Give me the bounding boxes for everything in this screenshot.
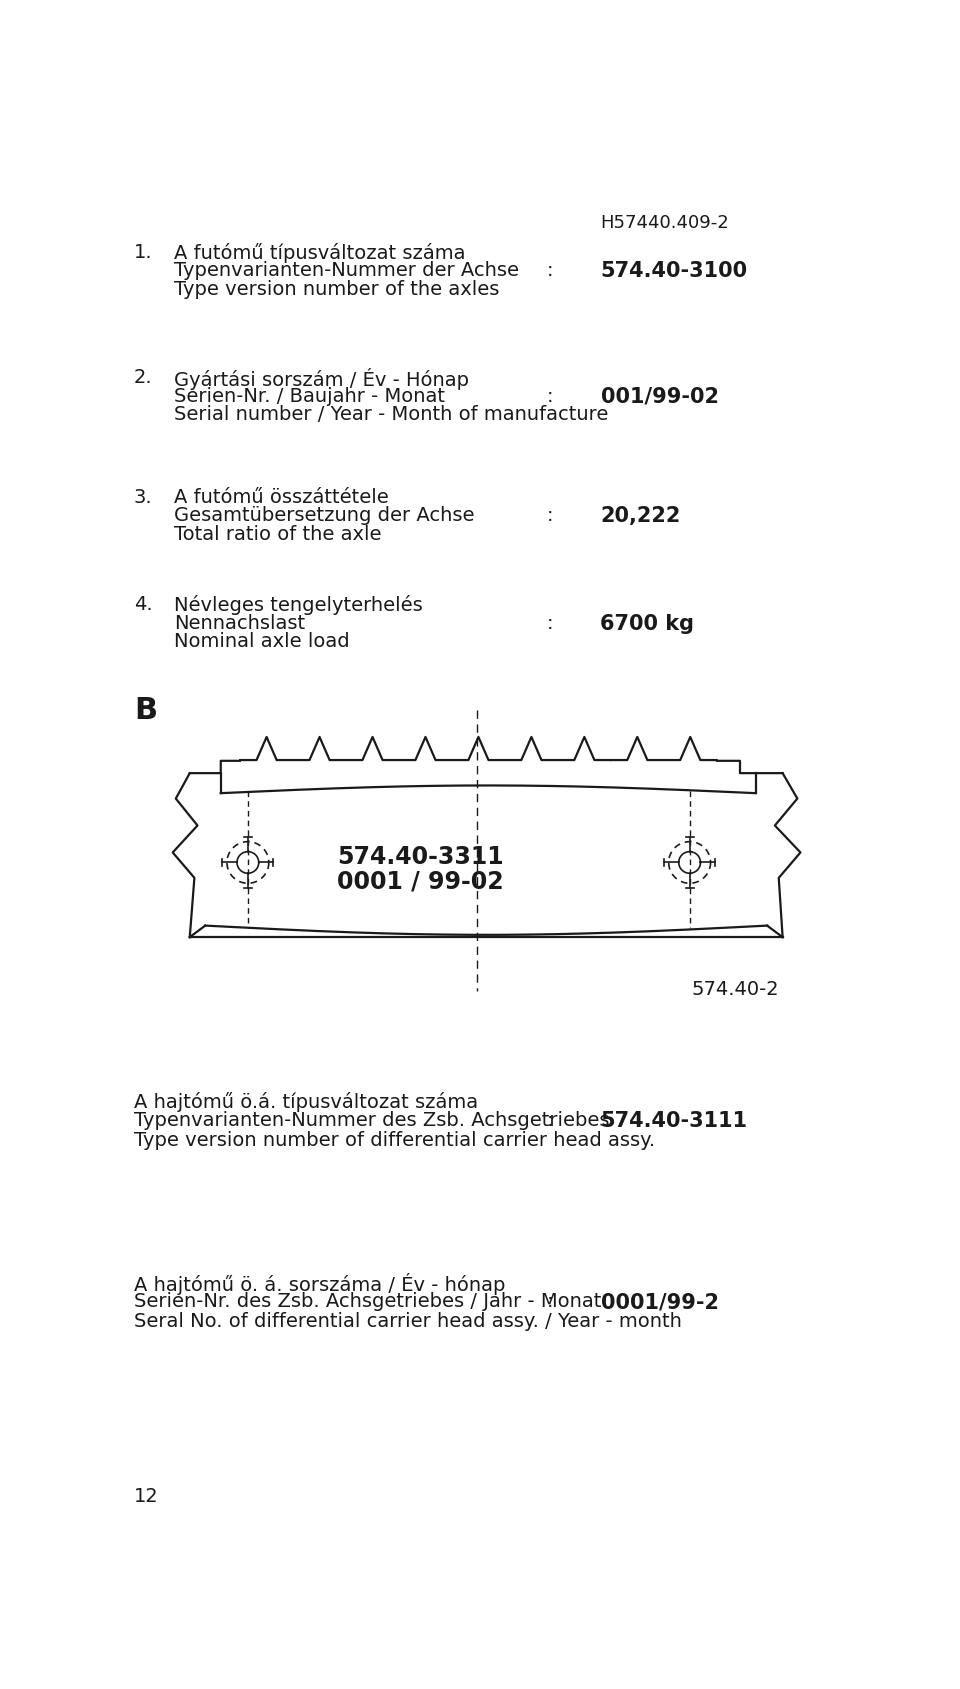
Text: Gyártási sorszám / Év - Hónap: Gyártási sorszám / Év - Hónap (175, 368, 469, 390)
Text: 0001 / 99-02: 0001 / 99-02 (337, 870, 504, 893)
Text: Névleges tengelyterhelés: Névleges tengelyterhelés (175, 595, 423, 615)
Text: 574.40-3100: 574.40-3100 (601, 262, 748, 280)
Text: A futómű típusváltozat száma: A futómű típusváltozat száma (175, 243, 466, 263)
Text: H57440.409-2: H57440.409-2 (601, 215, 730, 231)
Text: 3.: 3. (134, 488, 153, 507)
Text: Total ratio of the axle: Total ratio of the axle (175, 524, 382, 544)
Text: 12: 12 (134, 1486, 158, 1505)
Text: Typenvarianten-Nummer der Achse: Typenvarianten-Nummer der Achse (175, 262, 519, 280)
Text: Typenvarianten-Nummer des Zsb. Achsgetriebes: Typenvarianten-Nummer des Zsb. Achsgetri… (134, 1111, 610, 1130)
Text: Nominal axle load: Nominal axle load (175, 632, 349, 650)
Text: :: : (547, 262, 553, 280)
Text: 6700 kg: 6700 kg (601, 613, 694, 633)
Text: 1.: 1. (134, 243, 153, 262)
Text: :: : (547, 507, 553, 525)
Text: :: : (547, 1292, 553, 1311)
Text: Type version number of differential carrier head assy.: Type version number of differential carr… (134, 1130, 655, 1149)
Text: 0001/99-2: 0001/99-2 (601, 1292, 718, 1312)
Text: A futómű összáttétele: A futómű összáttétele (175, 488, 389, 507)
Text: A hajtómű ö.á. típusváltozat száma: A hajtómű ö.á. típusváltozat száma (134, 1091, 478, 1111)
Text: :: : (547, 613, 553, 633)
Text: Serien-Nr. / Baujahr - Monat: Serien-Nr. / Baujahr - Monat (175, 387, 445, 405)
Text: Gesamtübersetzung der Achse: Gesamtübersetzung der Achse (175, 507, 475, 525)
Text: Type version number of the axles: Type version number of the axles (175, 280, 499, 299)
Text: Serien-Nr. des Zsb. Achsgetriebes / Jahr - Monat: Serien-Nr. des Zsb. Achsgetriebes / Jahr… (134, 1292, 601, 1311)
Text: :: : (547, 387, 553, 405)
Text: B: B (134, 696, 157, 725)
Text: 20,222: 20,222 (601, 507, 681, 525)
Text: A hajtómű ö. á. sorszáma / Év - hónap: A hajtómű ö. á. sorszáma / Év - hónap (134, 1272, 505, 1294)
Text: 574.40-3311: 574.40-3311 (337, 844, 504, 868)
Text: 2.: 2. (134, 368, 153, 387)
Text: 574.40-2: 574.40-2 (691, 980, 779, 998)
Text: :: : (547, 1111, 553, 1130)
Text: Nennachslast: Nennachslast (175, 613, 305, 633)
Text: Seral No. of differential carrier head assy. / Year - month: Seral No. of differential carrier head a… (134, 1311, 682, 1329)
Text: 4.: 4. (134, 595, 153, 615)
Text: Serial number / Year - Month of manufacture: Serial number / Year - Month of manufact… (175, 405, 609, 424)
Text: 001/99-02: 001/99-02 (601, 387, 718, 407)
Text: 574.40-3111: 574.40-3111 (601, 1111, 748, 1130)
